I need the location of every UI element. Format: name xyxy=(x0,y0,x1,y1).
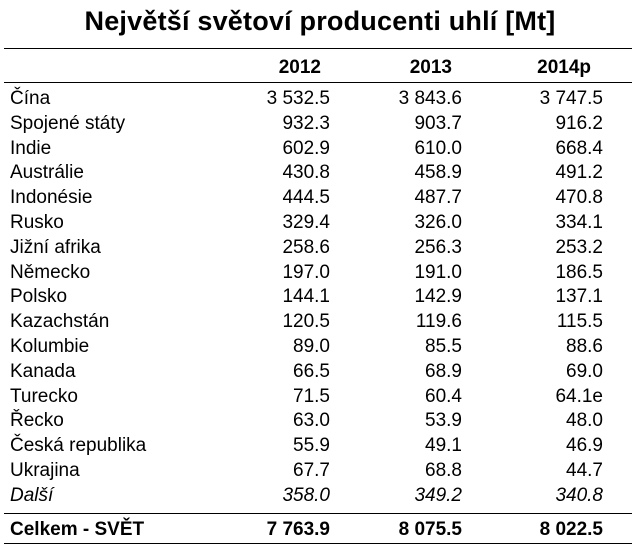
bottom-rule xyxy=(4,543,632,544)
cell-2012: 89.0 xyxy=(293,336,330,357)
cell-2013: 610.0 xyxy=(414,137,462,159)
cell-2012: 197.0 xyxy=(282,261,330,283)
cell-2012: 67.7 xyxy=(293,460,330,481)
table-row: Polsko 144.1 142.9 137.1 xyxy=(0,285,640,309)
cell-2013: 119.6 xyxy=(415,311,462,333)
cell-2014: 334.1 xyxy=(555,212,603,233)
cell-2012: 358.0 xyxy=(282,485,330,506)
table-row-total: Celkem - SVĚT 7 763.9 8 075.5 8 022.5 xyxy=(0,518,640,542)
row-label: Kazachstán xyxy=(10,311,110,333)
cell-2014: 668.4 xyxy=(555,137,603,159)
table-row-other: Další 358.0 349.2 340.8 xyxy=(0,484,640,508)
cell-2013: 49.1 xyxy=(425,435,462,457)
row-label: Další xyxy=(10,485,54,506)
row-label: Kanada xyxy=(10,360,76,382)
cell-2014: 470.8 xyxy=(555,187,603,209)
cell-2013: 60.4 xyxy=(425,385,462,407)
cell-2013: 68.9 xyxy=(425,360,462,382)
cell-2012: 329.4 xyxy=(282,212,330,233)
row-label: Spojené státy xyxy=(10,112,126,134)
table-row: Německo 197.0 191.0 186.5 xyxy=(0,261,640,285)
table-row: Indonésie 444.5 487.7 470.8 xyxy=(0,186,640,210)
header-rule xyxy=(4,82,632,83)
table-row: Kolumbie 89.0 85.5 88.6 xyxy=(0,335,640,359)
table-row: Austrálie 430.8 458.9 491.2 xyxy=(0,161,640,185)
cell-2014: 916.2 xyxy=(555,112,603,134)
cell-2014: 64.1e xyxy=(555,385,603,407)
row-label: Německo xyxy=(10,261,91,283)
row-label: Polsko xyxy=(10,286,68,308)
row-label: Indonésie xyxy=(10,187,93,209)
cell-2012: 430.8 xyxy=(282,162,330,184)
row-label: Česká republika xyxy=(10,435,147,457)
cell-2014: 491.2 xyxy=(555,162,603,184)
row-label: Indie xyxy=(10,137,52,159)
row-label: Rusko xyxy=(10,212,64,233)
cell-2014: 69.0 xyxy=(566,360,603,382)
table-row: Řecko 63.0 53.9 48.0 xyxy=(0,409,640,433)
cell-2013: 142.9 xyxy=(414,286,462,308)
cell-2013: 256.3 xyxy=(414,236,462,258)
cell-2013: 68.8 xyxy=(425,460,462,481)
row-label: Ukrajina xyxy=(10,460,80,481)
cell-2012: 444.5 xyxy=(282,187,330,209)
table-row: Rusko 329.4 326.0 334.1 xyxy=(0,211,640,235)
cell-2012: 932.3 xyxy=(282,112,330,134)
cell-2013: 3 843.6 xyxy=(398,88,462,109)
header-row: 2012 2013 2014p xyxy=(0,56,640,80)
cell-2013: 326.0 xyxy=(414,212,462,233)
cell-2013: 8 075.5 xyxy=(398,519,462,540)
cell-2012: 63.0 xyxy=(293,410,330,432)
row-label: Turecko xyxy=(10,385,78,407)
cell-2013: 349.2 xyxy=(414,485,462,506)
table-row: Jižní afrika 258.6 256.3 253.2 xyxy=(0,236,640,260)
column-header-2012: 2012 xyxy=(278,57,321,78)
cell-2014: 115.5 xyxy=(556,311,603,333)
cell-2012: 258.6 xyxy=(282,236,330,258)
cell-2012: 120.5 xyxy=(282,311,330,333)
cell-2013: 903.7 xyxy=(414,112,462,134)
cell-2014: 46.9 xyxy=(566,435,603,457)
cell-2013: 458.9 xyxy=(414,162,462,184)
cell-2014: 88.6 xyxy=(566,336,603,357)
cell-2013: 487.7 xyxy=(414,187,462,209)
cell-2013: 85.5 xyxy=(425,336,462,357)
table-row: Kazachstán 120.5 119.6 115.5 xyxy=(0,310,640,334)
table-title: Největší světoví producenti uhlí [Mt] xyxy=(84,6,556,36)
cell-2013: 53.9 xyxy=(425,410,462,432)
table-row: Čína 3 532.5 3 843.6 3 747.5 xyxy=(0,87,640,111)
cell-2012: 602.9 xyxy=(282,137,330,159)
column-header-2014p: 2014p xyxy=(537,57,591,78)
cell-2014: 340.8 xyxy=(555,485,603,506)
cell-2012: 144.1 xyxy=(282,286,330,308)
row-label: Kolumbie xyxy=(10,336,90,357)
cell-2014: 137.1 xyxy=(555,286,603,308)
table-row: Spojené státy 932.3 903.7 916.2 xyxy=(0,112,640,136)
table-row: Indie 602.9 610.0 668.4 xyxy=(0,137,640,161)
cell-2014: 44.7 xyxy=(566,460,603,481)
cell-2012: 71.5 xyxy=(293,385,330,407)
row-label: Řecko xyxy=(10,410,64,432)
cell-2012: 66.5 xyxy=(293,360,330,382)
total-rule xyxy=(4,513,632,514)
table-row: Turecko 71.5 60.4 64.1e xyxy=(0,385,640,409)
cell-2014: 253.2 xyxy=(555,236,603,258)
row-label: Austrálie xyxy=(10,162,84,184)
cell-2012: 55.9 xyxy=(293,435,330,457)
cell-2014: 3 747.5 xyxy=(539,88,603,109)
top-rule xyxy=(4,48,632,49)
cell-2014: 186.5 xyxy=(555,261,603,283)
table-row: Kanada 66.5 68.9 69.0 xyxy=(0,360,640,384)
cell-2014: 48.0 xyxy=(566,410,603,432)
table-row: Ukrajina 67.7 68.8 44.7 xyxy=(0,459,640,483)
row-label: Čína xyxy=(10,88,51,109)
cell-2012: 7 763.9 xyxy=(266,519,330,540)
row-label: Celkem - SVĚT xyxy=(10,519,145,540)
table-row: Česká republika 55.9 49.1 46.9 xyxy=(0,434,640,458)
cell-2013: 191.0 xyxy=(414,261,462,283)
column-header-2013: 2013 xyxy=(409,57,452,78)
cell-2014: 8 022.5 xyxy=(539,519,603,540)
row-label: Jižní afrika xyxy=(10,236,101,258)
cell-2012: 3 532.5 xyxy=(266,88,330,109)
